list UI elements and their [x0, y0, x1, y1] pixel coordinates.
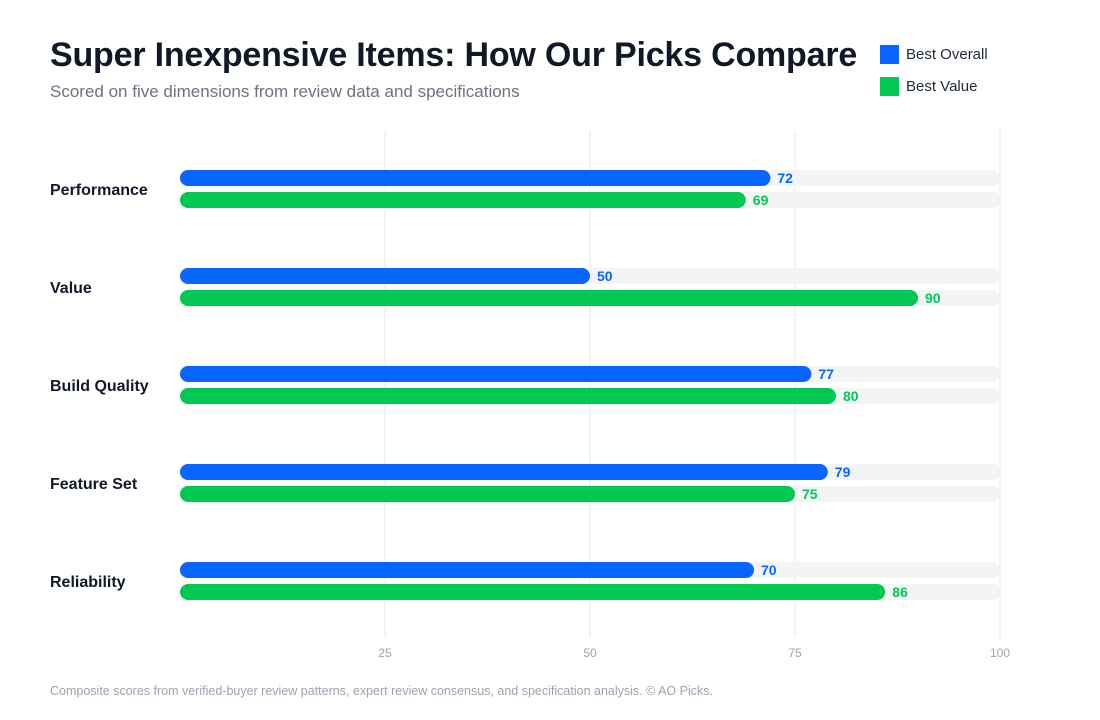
legend-label-best-value: Best Value — [906, 78, 978, 95]
bar-feature-set-best-value — [180, 486, 795, 502]
value-label-build-quality-best-value: 80 — [843, 388, 859, 404]
legend-item-best-value: Best Value — [880, 77, 977, 96]
value-label-performance-best-value: 69 — [753, 192, 769, 208]
x-tick-label-100: 100 — [990, 646, 1010, 660]
chart-title: Super Inexpensive Items: How Our Picks C… — [50, 36, 858, 74]
value-label-reliability-best-value: 86 — [892, 584, 908, 600]
value-label-performance-best-overall: 72 — [777, 170, 793, 186]
bar-reliability-best-value — [180, 584, 886, 600]
category-label-feature-set: Feature Set — [50, 476, 138, 493]
category-label-build-quality: Build Quality — [50, 378, 149, 395]
category-label-value: Value — [50, 280, 92, 297]
category-label-reliability: Reliability — [50, 574, 126, 591]
bar-value-best-value — [180, 290, 918, 306]
value-label-value-best-overall: 50 — [597, 268, 613, 284]
bar-build-quality-best-overall — [180, 366, 812, 382]
bar-feature-set-best-overall — [180, 464, 828, 480]
legend-swatch-best-value — [880, 77, 899, 96]
legend-item-best-overall: Best Overall — [880, 45, 988, 64]
legend-swatch-best-overall — [880, 45, 899, 64]
x-tick-label-50: 50 — [583, 646, 597, 660]
footnote: Composite scores from verified-buyer rev… — [50, 684, 713, 698]
value-label-feature-set-best-value: 75 — [802, 486, 818, 502]
chart-subtitle: Scored on five dimensions from review da… — [50, 82, 520, 101]
legend-label-best-overall: Best Overall — [906, 46, 988, 63]
value-label-reliability-best-overall: 70 — [761, 562, 777, 578]
category-label-performance: Performance — [50, 182, 148, 199]
bar-performance-best-value — [180, 192, 746, 208]
x-tick-label-75: 75 — [788, 646, 802, 660]
value-label-value-best-value: 90 — [925, 290, 941, 306]
value-label-build-quality-best-overall: 77 — [818, 366, 834, 382]
bar-build-quality-best-value — [180, 388, 836, 404]
x-tick-label-25: 25 — [378, 646, 392, 660]
bar-performance-best-overall — [180, 170, 771, 186]
bar-value-best-overall — [180, 268, 590, 284]
value-label-feature-set-best-overall: 79 — [835, 464, 851, 480]
bar-reliability-best-overall — [180, 562, 754, 578]
